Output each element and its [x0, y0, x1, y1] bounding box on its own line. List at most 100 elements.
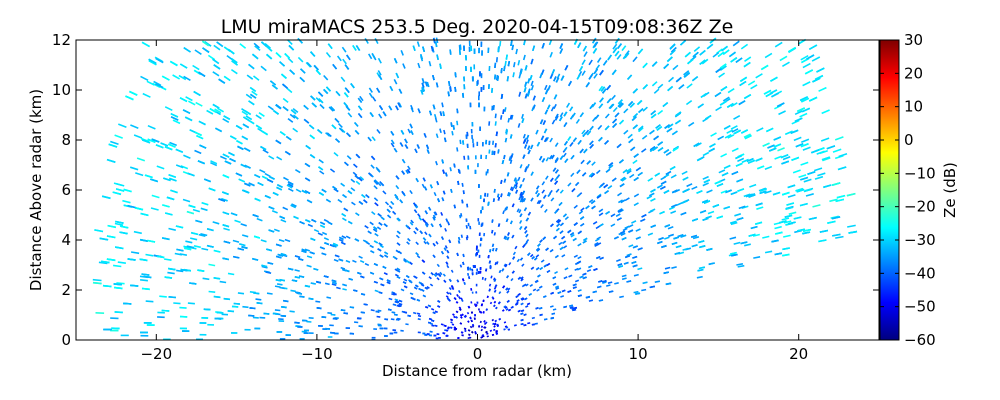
radar-gate	[630, 146, 636, 152]
radar-gate	[519, 213, 523, 218]
radar-gate	[464, 314, 468, 318]
radar-gate	[649, 192, 655, 197]
radar-gate	[607, 54, 612, 61]
radar-gate	[505, 326, 509, 329]
radar-gate	[332, 242, 338, 247]
radar-gate	[488, 283, 492, 287]
radar-gate	[222, 224, 230, 228]
radar-gate	[261, 265, 268, 269]
radar-gate	[569, 232, 575, 236]
radar-gate	[682, 176, 689, 181]
radar-gate	[435, 241, 439, 245]
radar-gate	[802, 81, 811, 87]
radar-gate	[617, 43, 623, 49]
colorbar-tick-label: −10	[904, 164, 936, 182]
radar-gate	[186, 210, 195, 215]
radar-gate	[723, 205, 731, 210]
radar-gate	[324, 282, 330, 286]
radar-gate	[422, 46, 426, 53]
radar-gate	[654, 172, 661, 177]
radar-gate	[377, 213, 382, 217]
radar-gate	[468, 306, 471, 309]
radar-gate	[343, 161, 349, 167]
radar-gate	[676, 202, 683, 206]
radar-gate	[748, 194, 756, 198]
radar-gate	[459, 44, 462, 50]
radar-gate	[617, 99, 623, 105]
radar-gate	[497, 301, 501, 305]
radar-gate	[435, 160, 438, 166]
radar-gate	[668, 76, 675, 83]
radar-gate	[330, 313, 336, 316]
radar-gate	[450, 269, 454, 273]
radar-gate	[730, 251, 737, 255]
radar-gate	[835, 235, 844, 239]
radar-gate	[415, 177, 419, 183]
radar-gate	[723, 164, 731, 170]
radar-gate	[561, 235, 566, 240]
radar-gate	[392, 303, 397, 306]
radar-gate	[504, 107, 507, 112]
radar-gate	[548, 39, 553, 46]
radar-gate	[433, 273, 437, 277]
radar-gate	[743, 94, 752, 100]
radar-gate	[720, 86, 728, 92]
radar-gate	[596, 285, 602, 289]
radar-gate	[453, 297, 457, 301]
radar-gate	[470, 311, 474, 314]
radar-gate	[189, 282, 197, 285]
radar-gate	[525, 217, 529, 222]
radar-gate	[470, 287, 473, 291]
radar-gate	[319, 221, 326, 226]
radar-gate	[491, 219, 494, 223]
radar-gate	[595, 238, 600, 242]
radar-gate	[589, 125, 594, 131]
radar-gate	[635, 292, 641, 295]
radar-gate	[345, 105, 351, 111]
radar-gate	[291, 279, 298, 282]
radar-gate	[684, 51, 691, 58]
radar-gate	[563, 140, 568, 146]
radar-gate	[275, 279, 282, 282]
radar-gate	[519, 226, 523, 230]
radar-gate	[306, 199, 313, 204]
radar-gate	[432, 74, 435, 81]
radar-gate	[759, 190, 767, 195]
radar-gate	[198, 71, 206, 77]
radar-gate	[333, 188, 339, 193]
radar-gate	[541, 189, 546, 194]
radar-gate	[523, 87, 527, 93]
radar-gate	[755, 73, 763, 79]
radar-gate	[447, 326, 450, 329]
radar-gate	[527, 252, 531, 256]
radar-gate	[722, 49, 730, 56]
radar-gate	[560, 295, 565, 298]
radar-gate	[517, 309, 521, 313]
radar-gate	[782, 253, 790, 257]
radar-gate	[183, 154, 191, 159]
radar-gate	[620, 199, 626, 204]
radar-gate	[514, 303, 519, 306]
radar-gate	[437, 300, 441, 303]
radar-gate	[401, 158, 406, 164]
radar-gate	[567, 229, 572, 234]
radar-gate	[497, 149, 500, 154]
radar-gate	[350, 187, 356, 192]
radar-gate	[586, 269, 592, 273]
radar-gate	[731, 147, 739, 153]
radar-gate	[442, 190, 446, 195]
radar-gate	[516, 258, 520, 263]
radar-gate	[390, 130, 395, 136]
radar-gate	[524, 93, 528, 99]
radar-gate	[368, 92, 374, 98]
radar-gate	[317, 232, 323, 236]
radar-gate	[279, 215, 286, 220]
radar-gate	[280, 219, 287, 223]
radar-gate	[572, 237, 577, 242]
radar-gate	[435, 82, 439, 88]
radar-gate	[579, 148, 584, 154]
radar-gate	[553, 103, 557, 110]
radar-gate	[147, 239, 156, 243]
radar-gate	[123, 188, 132, 193]
radar-gate	[130, 284, 139, 287]
